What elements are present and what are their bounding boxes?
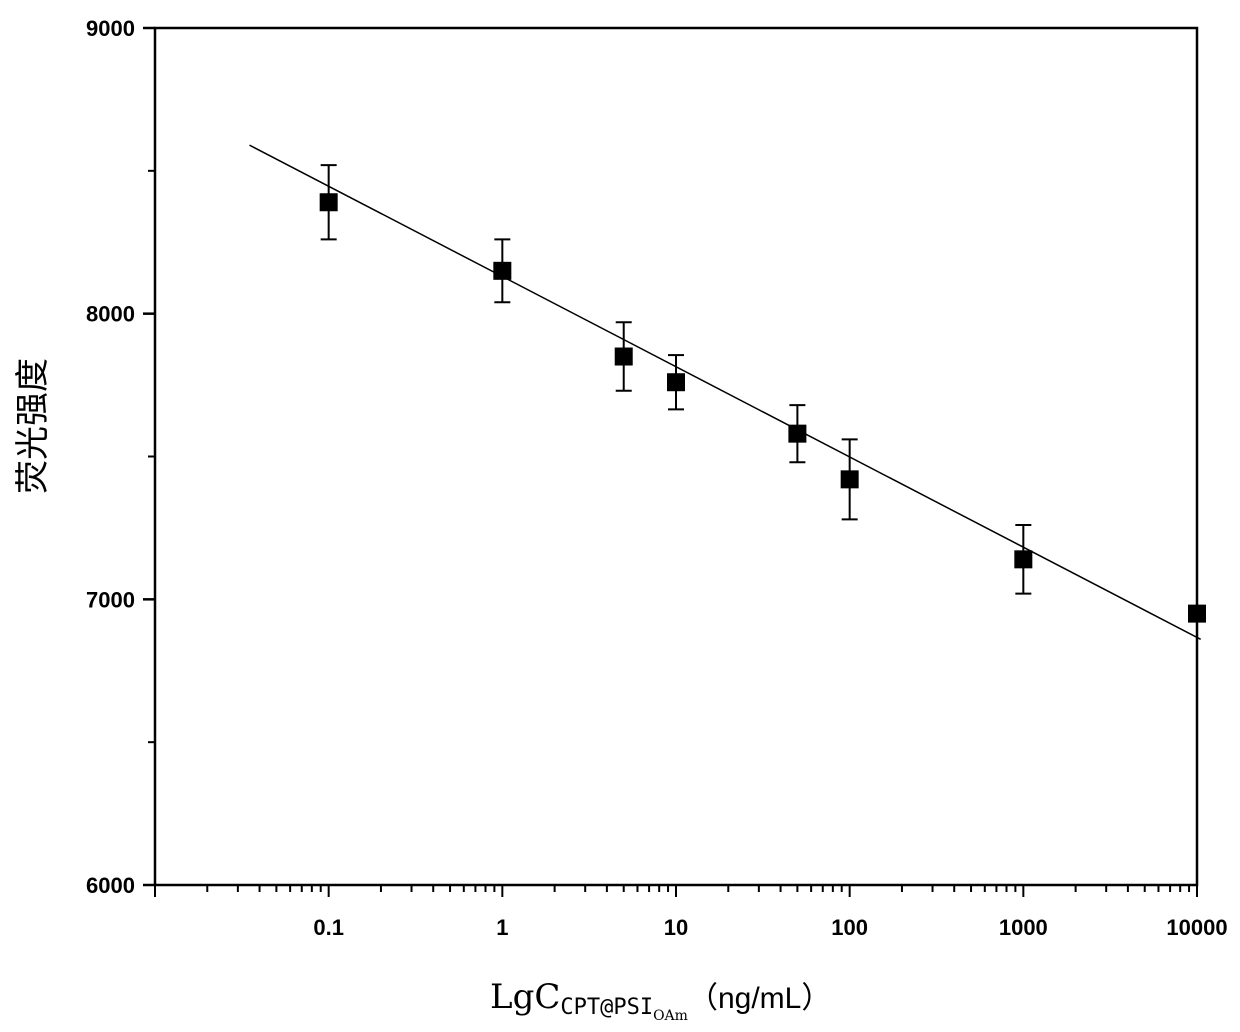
- y-tick-label: 6000: [86, 873, 135, 898]
- x-tick-label: 1000: [999, 915, 1048, 940]
- x-tick-label: 100: [831, 915, 868, 940]
- data-point: [841, 439, 859, 519]
- fit-line-group: [249, 145, 1200, 639]
- y-axis-ticks: 6000 7000 8000 9000: [86, 16, 155, 898]
- point-marker: [667, 373, 685, 391]
- x-axis-ticks: 0.1 1 10 100 1000 10000: [155, 885, 1228, 940]
- point-marker: [1188, 605, 1206, 623]
- x-axis-title-unit: （ng/mL）: [688, 982, 831, 1015]
- data-point: [1188, 605, 1206, 623]
- x-axis-title-subsub: OAm: [653, 1008, 688, 1024]
- point-marker: [493, 262, 511, 280]
- y-tick-label: 7000: [86, 587, 135, 612]
- x-axis-title: LgCCPT@PSIOAm（ng/mL）: [490, 977, 831, 1024]
- data-point: [1014, 525, 1032, 594]
- data-point: [615, 322, 633, 391]
- data-points: [320, 165, 1206, 622]
- data-point: [788, 405, 806, 462]
- y-tick-label: 8000: [86, 302, 135, 327]
- x-tick-label: 1: [496, 915, 508, 940]
- point-marker: [320, 193, 338, 211]
- point-marker: [788, 425, 806, 443]
- point-marker: [615, 348, 633, 366]
- point-marker: [841, 470, 859, 488]
- axes: [155, 28, 1197, 885]
- x-tick-label: 10: [664, 915, 688, 940]
- x-tick-label: 10000: [1166, 915, 1227, 940]
- x-axis-title-main: LgC: [490, 977, 560, 1017]
- x-axis-title-sub: CPT@PSI: [560, 995, 653, 1020]
- point-marker: [1014, 550, 1032, 568]
- plot-frame: [155, 28, 1197, 885]
- data-point: [493, 239, 511, 302]
- y-axis-title: 荧光强度: [13, 358, 53, 494]
- data-point: [320, 165, 338, 239]
- fit-line: [249, 145, 1200, 639]
- x-tick-label: 0.1: [313, 915, 344, 940]
- y-tick-label: 9000: [86, 16, 135, 41]
